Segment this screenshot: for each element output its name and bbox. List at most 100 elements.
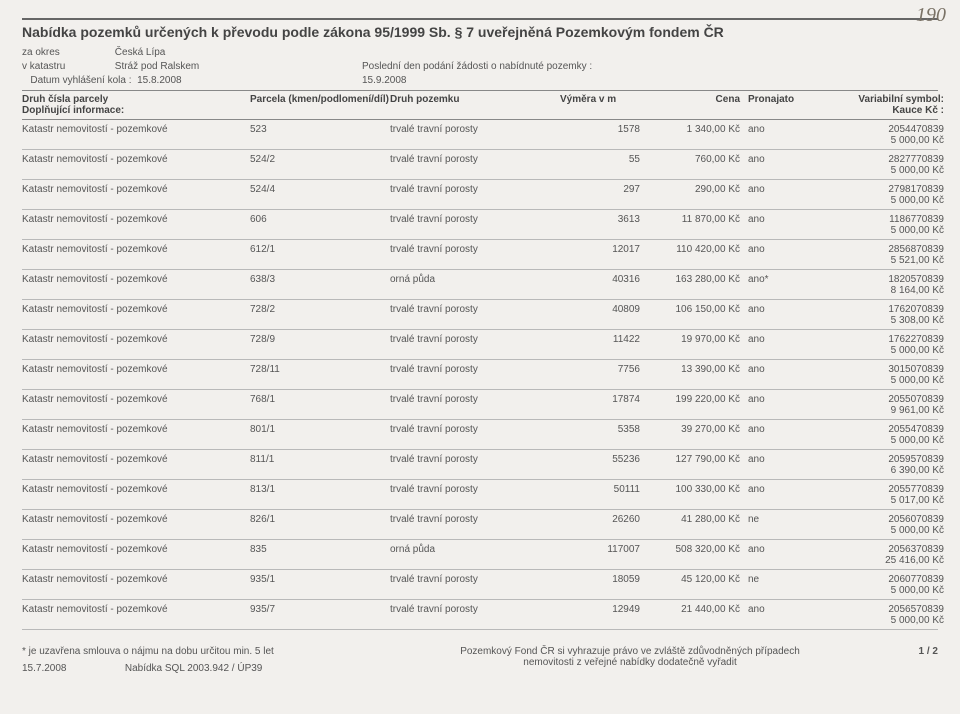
cell-katastr: Katastr nemovitostí - pozemkové [22, 364, 250, 375]
table-header: Druh čísla parcely Doplňující informace:… [22, 90, 938, 120]
cell-vs: 1762270839 [804, 334, 944, 345]
cell-cena: 290,00 Kč [640, 184, 740, 195]
cell-kauce: 5 000,00 Kč [804, 195, 944, 206]
cell-pronajato: ano [740, 304, 804, 315]
cell-druh: trvalé travní porosty [390, 304, 560, 315]
cell-cena: 13 390,00 Kč [640, 364, 740, 375]
cell-cena: 110 420,00 Kč [640, 244, 740, 255]
cell-katastr: Katastr nemovitostí - pozemkové [22, 484, 250, 495]
cell-kauce: 5 000,00 Kč [804, 225, 944, 236]
cell-pronajato: ano [740, 454, 804, 465]
cell-kauce: 5 000,00 Kč [804, 435, 944, 446]
table-row-kauce: 5 000,00 Kč [22, 165, 938, 180]
cell-cena: 760,00 Kč [640, 154, 740, 165]
cell-cena: 1 340,00 Kč [640, 124, 740, 135]
cell-cena: 41 280,00 Kč [640, 514, 740, 525]
cell-vs: 1186770839 [804, 214, 944, 225]
cell-katastr: Katastr nemovitostí - pozemkové [22, 244, 250, 255]
table-row: Katastr nemovitostí - pozemkové728/2trva… [22, 300, 938, 315]
cell-kauce: 5 017,00 Kč [804, 495, 944, 506]
footer-note: * je uzavřena smlouva o nájmu na dobu ur… [22, 646, 382, 657]
cell-katastr: Katastr nemovitostí - pozemkové [22, 394, 250, 405]
cell-cena: 39 270,00 Kč [640, 424, 740, 435]
cell-katastr: Katastr nemovitostí - pozemkové [22, 304, 250, 315]
cell-katastr: Katastr nemovitostí - pozemkové [22, 184, 250, 195]
cell-druh: trvalé travní porosty [390, 454, 560, 465]
cell-parcela: 811/1 [250, 454, 390, 465]
okres-value: Česká Lípa [115, 47, 166, 58]
cell-vs: 2856870839 [804, 244, 944, 255]
cell-druh: trvalé travní porosty [390, 184, 560, 195]
cell-pronajato: ano* [740, 274, 804, 285]
cell-kauce: 5 000,00 Kč [804, 375, 944, 386]
cell-kauce: 8 164,00 Kč [804, 285, 944, 296]
cell-katastr: Katastr nemovitostí - pozemkové [22, 124, 250, 135]
cell-vymera: 297 [560, 184, 640, 195]
table-row-kauce: 9 961,00 Kč [22, 405, 938, 420]
cell-vs: 2055770839 [804, 484, 944, 495]
cell-katastr: Katastr nemovitostí - pozemkové [22, 574, 250, 585]
cell-vs: 1762070839 [804, 304, 944, 315]
datum-label: Datum vyhlášení kola : [30, 75, 131, 86]
cell-druh: trvalé travní porosty [390, 334, 560, 345]
cell-kauce: 5 308,00 Kč [804, 315, 944, 326]
cell-vymera: 117007 [560, 544, 640, 555]
handwritten-page-number: 190 [916, 4, 946, 27]
hdr-parcela: Parcela (kmen/podlomení/díl) [250, 94, 390, 116]
cell-parcela: 801/1 [250, 424, 390, 435]
cell-cena: 11 870,00 Kč [640, 214, 740, 225]
cell-parcela: 612/1 [250, 244, 390, 255]
cell-pronajato: ano [740, 394, 804, 405]
cell-vymera: 55236 [560, 454, 640, 465]
cell-vymera: 50111 [560, 484, 640, 495]
cell-parcela: 524/2 [250, 154, 390, 165]
table-row: Katastr nemovitostí - pozemkové935/7trva… [22, 600, 938, 615]
cell-druh: trvalé travní porosty [390, 124, 560, 135]
table-row-kauce: 5 000,00 Kč [22, 615, 938, 630]
cell-vymera: 55 [560, 154, 640, 165]
cell-vs: 2055470839 [804, 424, 944, 435]
cell-parcela: 813/1 [250, 484, 390, 495]
cell-katastr: Katastr nemovitostí - pozemkové [22, 454, 250, 465]
cell-cena: 106 150,00 Kč [640, 304, 740, 315]
table-row-kauce: 6 390,00 Kč [22, 465, 938, 480]
cell-parcela: 935/7 [250, 604, 390, 615]
cell-parcela: 523 [250, 124, 390, 135]
cell-pronajato: ano [740, 124, 804, 135]
page-title: Nabídka pozemků určených k převodu podle… [22, 24, 938, 40]
cell-vs: 2827770839 [804, 154, 944, 165]
hdr-pronajato: Pronajato [740, 94, 804, 116]
cell-vymera: 40316 [560, 274, 640, 285]
cell-pronajato: ano [740, 334, 804, 345]
cell-pronajato: ano [740, 424, 804, 435]
cell-cena: 19 970,00 Kč [640, 334, 740, 345]
cell-cena: 100 330,00 Kč [640, 484, 740, 495]
cell-pronajato: ano [740, 154, 804, 165]
footer-right1: Pozemkový Fond ČR si vyhrazuje právo ve … [382, 646, 878, 657]
table-row: Katastr nemovitostí - pozemkové813/1trva… [22, 480, 938, 495]
cell-druh: trvalé travní porosty [390, 574, 560, 585]
cell-pronajato: ne [740, 574, 804, 585]
cell-kauce: 5 000,00 Kč [804, 585, 944, 596]
cell-cena: 21 440,00 Kč [640, 604, 740, 615]
cell-kauce: 9 961,00 Kč [804, 405, 944, 416]
cell-pronajato: ano [740, 484, 804, 495]
cell-druh: trvalé travní porosty [390, 244, 560, 255]
cell-vymera: 5358 [560, 424, 640, 435]
cell-druh: trvalé travní porosty [390, 484, 560, 495]
hdr-cena: Cena [640, 94, 740, 116]
table-row-kauce: 5 000,00 Kč [22, 195, 938, 210]
cell-druh: trvalé travní porosty [390, 214, 560, 225]
datum-value: 15.8.2008 [137, 75, 182, 86]
okres-label: za okres [22, 46, 112, 60]
katastr-value: Stráž pod Ralskem [115, 61, 199, 72]
cell-parcela: 638/3 [250, 274, 390, 285]
table-row-kauce: 5 000,00 Kč [22, 225, 938, 240]
cell-kauce: 5 000,00 Kč [804, 615, 944, 626]
table-row: Katastr nemovitostí - pozemkové638/3orná… [22, 270, 938, 285]
cell-cena: 45 120,00 Kč [640, 574, 740, 585]
cell-cena: 508 320,00 Kč [640, 544, 740, 555]
table-row-kauce: 5 000,00 Kč [22, 345, 938, 360]
cell-parcela: 826/1 [250, 514, 390, 525]
cell-vymera: 18059 [560, 574, 640, 585]
